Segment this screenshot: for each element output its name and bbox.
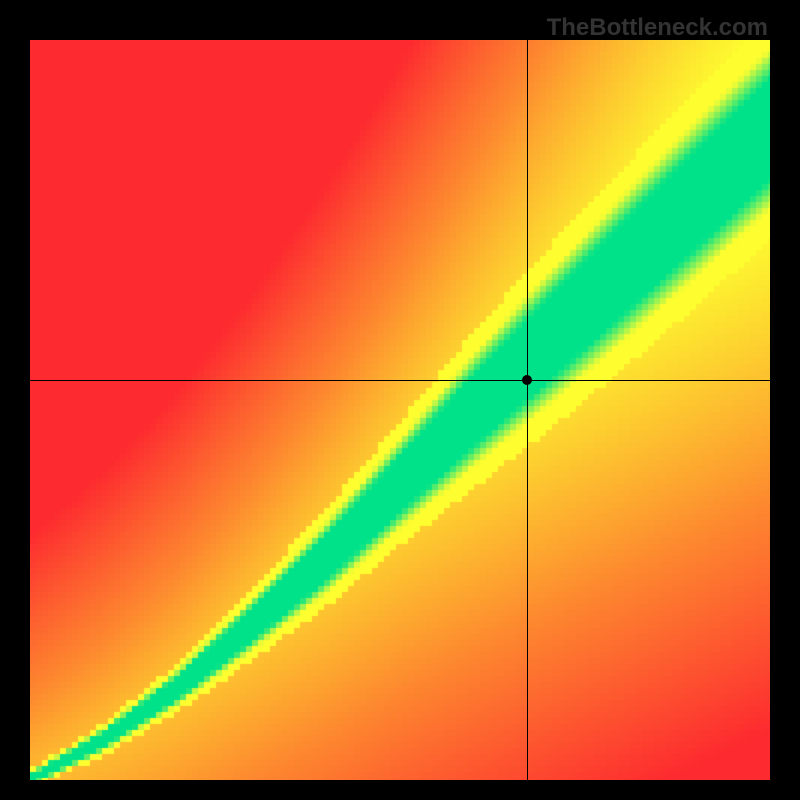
chart-container: TheBottleneck.com (0, 0, 800, 800)
watermark-label: TheBottleneck.com (547, 14, 768, 42)
crosshair-horizontal (30, 380, 770, 381)
crosshair-vertical (527, 40, 528, 780)
bottleneck-heatmap (30, 40, 770, 780)
